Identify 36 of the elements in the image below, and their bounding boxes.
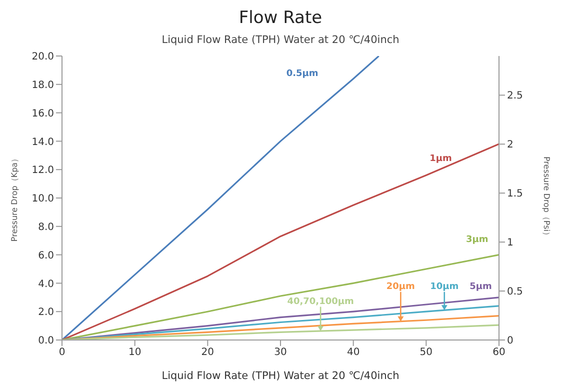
y-tick-label: 8.0 bbox=[38, 222, 54, 233]
text: 40,70,100µm bbox=[287, 296, 354, 307]
x-tick-label: 0 bbox=[58, 347, 66, 358]
series-label: 5µm bbox=[470, 282, 492, 292]
y-tick-label: 4.0 bbox=[38, 278, 54, 290]
y2-tick-label: 0.5 bbox=[507, 286, 523, 298]
series-label: 3µm bbox=[466, 235, 488, 246]
series-label: 1µm bbox=[430, 154, 452, 164]
x-tick-label: 30 bbox=[274, 347, 287, 358]
y-tick-label: 18.0 bbox=[32, 80, 54, 91]
y2-axis-title: Pressure Drop（Psi） bbox=[542, 156, 552, 240]
text: 0.5µm bbox=[286, 68, 318, 79]
y2-tick-label: 1.5 bbox=[507, 188, 523, 200]
x-tick-label: 50 bbox=[420, 347, 433, 358]
x-tick-label: 20 bbox=[201, 347, 214, 358]
x-tick-label: 40 bbox=[346, 347, 360, 358]
series-label: 10µm bbox=[430, 282, 459, 292]
x-axis-title: Liquid Flow Rate (TPH) Water at 20 ℃/40inch bbox=[160, 370, 400, 382]
y-tick-label: 16.0 bbox=[32, 108, 54, 120]
chart-subtitle: Liquid Flow Rate (TPH) Water at 20 ℃/40inch bbox=[160, 34, 400, 46]
y-tick-label: 14.0 bbox=[32, 136, 54, 148]
x-tick-label: 10 bbox=[128, 347, 142, 358]
y-tick-label: 20.0 bbox=[32, 52, 54, 63]
y-tick-label: 2.0 bbox=[38, 307, 54, 318]
y2-tick-label: 0 bbox=[507, 336, 514, 347]
text: 20µm bbox=[386, 282, 415, 292]
y2-tick-label: 2 bbox=[507, 140, 514, 151]
x-tick-label: 60 bbox=[492, 347, 506, 358]
y-tick-label: 12.0 bbox=[32, 165, 54, 176]
y-tick-label: 6.0 bbox=[38, 250, 54, 262]
y2-tick-label: 2.5 bbox=[507, 90, 523, 102]
y2-tick-label: 1 bbox=[507, 238, 514, 249]
chart-title: Flow Rate bbox=[238, 8, 324, 28]
y-tick-label: 0.0 bbox=[38, 336, 54, 347]
y-axis-title: Pressure Drop（Kpa） bbox=[10, 154, 19, 242]
y-tick-label: 10.0 bbox=[32, 194, 54, 205]
